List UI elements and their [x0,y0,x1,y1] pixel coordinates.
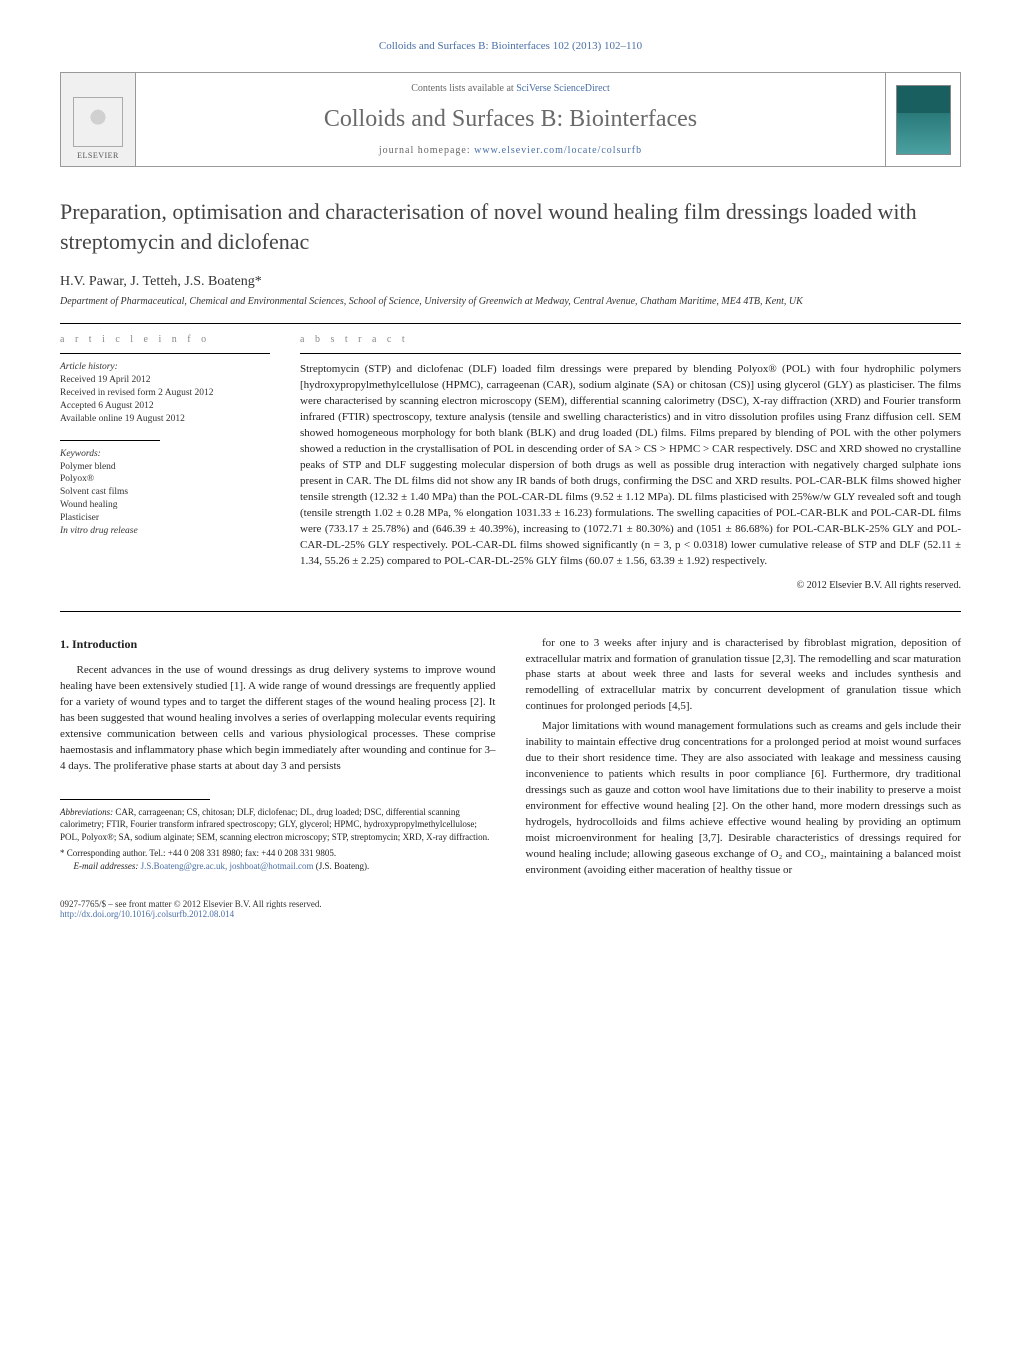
abbrev-text: CAR, carrageenan; CS, chitosan; DLF, dic… [60,807,489,842]
affiliation: Department of Pharmaceutical, Chemical a… [60,296,961,307]
abstract-copyright: © 2012 Elsevier B.V. All rights reserved… [300,580,961,591]
keyword: Solvent cast films [60,486,270,499]
article-info-label: a r t i c l e i n f o [60,324,270,353]
journal-reference: Colloids and Surfaces B: Biointerfaces 1… [60,40,961,52]
homepage-prefix: journal homepage: [379,145,474,156]
elsevier-tree-icon [73,97,123,147]
history-line: Received in revised form 2 August 2012 [60,387,270,400]
authors-line: H.V. Pawar, J. Tetteh, J.S. Boateng* [60,274,961,290]
sciencedirect-link[interactable]: SciVerse ScienceDirect [516,83,610,94]
homepage-line: journal homepage: www.elsevier.com/locat… [156,145,865,156]
journal-title: Colloids and Surfaces B: Biointerfaces [156,106,865,133]
footnote-rule [60,799,210,800]
contents-line: Contents lists available at SciVerse Sci… [156,83,865,94]
corresponding-mark[interactable]: * [255,274,262,289]
body-columns: 1. Introduction Recent advances in the u… [60,636,961,883]
keyword: Polymer blend [60,461,270,474]
corresponding-footnote: * Corresponding author. Tel.: +44 0 208 … [60,847,496,860]
keywords-header: Keywords: [60,449,270,459]
history-header: Article history: [60,362,270,372]
article-history-block: Article history: Received 19 April 2012 … [60,354,270,425]
keyword: Wound healing [60,499,270,512]
publisher-logo-block: ELSEVIER [61,73,136,166]
keyword: Polyox® [60,473,270,486]
journal-cover-icon [896,85,951,155]
body-paragraph: Major limitations with wound management … [526,719,962,878]
keywords-block: Keywords: Polymer blend Polyox® Solvent … [60,441,270,538]
keyword: In vitro drug release [60,525,270,538]
bottom-metadata: 0927-7765/$ – see front matter © 2012 El… [60,899,961,919]
abstract-label: a b s t r a c t [300,324,961,353]
homepage-link[interactable]: www.elsevier.com/locate/colsurfb [474,145,642,156]
email-footnote: E-mail addresses: J.S.Boateng@gre.ac.uk,… [60,860,496,873]
front-matter-line: 0927-7765/$ – see front matter © 2012 El… [60,899,961,909]
body-paragraph: for one to 3 weeks after injury and is c… [526,636,962,716]
contents-prefix: Contents lists available at [411,83,516,94]
history-line: Accepted 6 August 2012 [60,400,270,413]
history-line: Received 19 April 2012 [60,374,270,387]
journal-header-center: Contents lists available at SciVerse Sci… [136,73,885,166]
abbreviations-footnote: Abbreviations: CAR, carrageenan; CS, chi… [60,806,496,844]
keyword: Plasticiser [60,512,270,525]
info-abstract-row: a r t i c l e i n f o Article history: R… [60,324,961,590]
introduction-heading: 1. Introduction [60,636,496,653]
history-line: Available online 19 August 2012 [60,413,270,426]
authors-names: H.V. Pawar, J. Tetteh, J.S. Boateng [60,274,255,289]
body-paragraph: Recent advances in the use of wound dres… [60,663,496,775]
journal-header-box: ELSEVIER Contents lists available at Sci… [60,72,961,167]
footnotes-block: Abbreviations: CAR, carrageenan; CS, chi… [60,799,496,873]
abstract-column: a b s t r a c t Streptomycin (STP) and d… [300,324,961,590]
body-left-column: 1. Introduction Recent advances in the u… [60,636,496,883]
abstract-text: Streptomycin (STP) and diclofenac (DLF) … [300,354,961,569]
divider-rule [60,611,961,612]
article-info-column: a r t i c l e i n f o Article history: R… [60,324,270,590]
journal-cover-block [885,73,960,166]
doi-link[interactable]: http://dx.doi.org/10.1016/j.colsurfb.201… [60,909,234,919]
email-suffix: (J.S. Boateng). [313,861,369,871]
body-right-column: for one to 3 weeks after injury and is c… [526,636,962,883]
article-title: Preparation, optimisation and characteri… [60,197,961,256]
email-label: E-mail addresses: [74,861,141,871]
elsevier-label: ELSEVIER [77,151,119,160]
abbrev-label: Abbreviations: [60,807,113,817]
author-email-link[interactable]: J.S.Boateng@gre.ac.uk, joshboat@hotmail.… [141,861,314,871]
